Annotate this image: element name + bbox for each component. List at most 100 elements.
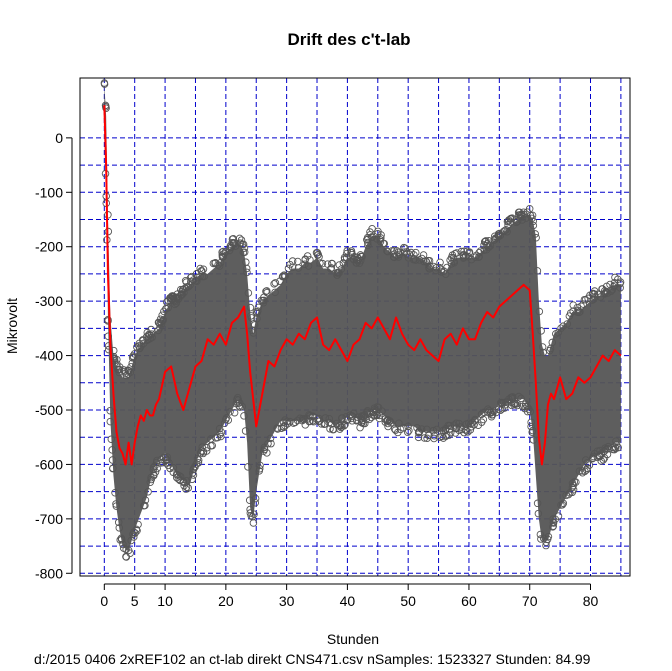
data-point [194,459,203,467]
data-point [209,259,218,268]
data-point [477,410,486,419]
x-tick-label: 70 [522,593,538,609]
data-point [298,415,307,423]
data-point [193,273,202,282]
data-point [181,284,189,293]
data-point [538,343,547,351]
data-point [104,332,112,341]
data-point [549,519,558,527]
data-point [376,236,384,244]
data-point [271,288,279,297]
data-point [505,395,513,403]
data-point [480,246,488,254]
data-point [334,268,343,277]
data-point [314,250,323,259]
data-point [215,424,224,433]
data-point [102,104,110,113]
chart-title: Drift des c't-lab [287,30,410,49]
data-point [373,403,382,411]
data-point [348,417,356,425]
data-point [156,324,164,332]
data-points [100,79,625,561]
chart-subtitle: d:/2015 0406 2xREF102 an ct-lab direkt C… [34,651,591,667]
data-point [222,414,231,422]
data-point [569,301,577,309]
data-point [108,456,117,464]
data-point [140,502,148,510]
data-point [471,415,479,424]
data-point [504,221,512,229]
data-point [196,264,204,273]
data-point [423,434,431,443]
data-point [580,295,589,304]
data-point [126,368,135,377]
data-point [194,456,203,464]
data-point [465,248,474,256]
data-point [527,418,535,427]
data-point [420,434,429,442]
data-point [251,494,260,503]
data-point [238,240,247,249]
data-point [181,277,190,285]
data-point [176,472,185,481]
data-point [403,428,412,436]
data-point [220,249,229,258]
data-point [480,238,489,246]
data-point [410,255,419,263]
data-point [237,236,246,244]
data-point [280,271,288,279]
data-point [153,464,161,473]
x-tick-label: 5 [131,593,139,609]
data-point [308,417,317,425]
data-point [117,534,126,543]
data-point [442,431,451,439]
data-point [546,346,554,355]
data-point [414,433,423,442]
data-point [390,250,399,258]
data-point [188,469,197,477]
data-point [616,278,625,286]
data-point [260,296,268,305]
data-point [502,226,510,234]
data-point [534,509,543,518]
data-point [314,417,323,426]
data-point [114,518,123,527]
data-point [248,326,257,334]
data-point [132,525,141,534]
mean-line-layer [103,105,622,466]
data-point [203,443,211,452]
data-point [284,264,293,273]
data-point [128,359,137,367]
data-point [149,470,158,479]
data-point [437,266,446,274]
data-point [413,424,421,432]
data-point [318,259,327,268]
data-point [281,421,289,430]
data-point [340,421,348,430]
data-point [266,434,275,443]
data-point [533,267,542,275]
data-point [352,417,361,425]
data-point [147,325,155,334]
data-point [353,256,362,264]
data-point [260,445,269,454]
data-point [557,324,565,332]
data-point [532,233,540,242]
data-point [218,248,226,256]
x-tick-label: 10 [157,593,173,609]
data-point [528,426,537,435]
data-point [471,253,480,262]
data-point [217,428,226,436]
data-point [247,314,256,322]
data-point [255,464,264,473]
data-point [578,469,587,477]
data-point [156,320,164,328]
data-point [577,302,585,310]
data-point [610,278,619,287]
data-point [327,259,336,268]
data-point [527,422,535,431]
data-point [602,287,611,296]
data-point [383,416,391,425]
data-point [241,427,250,435]
